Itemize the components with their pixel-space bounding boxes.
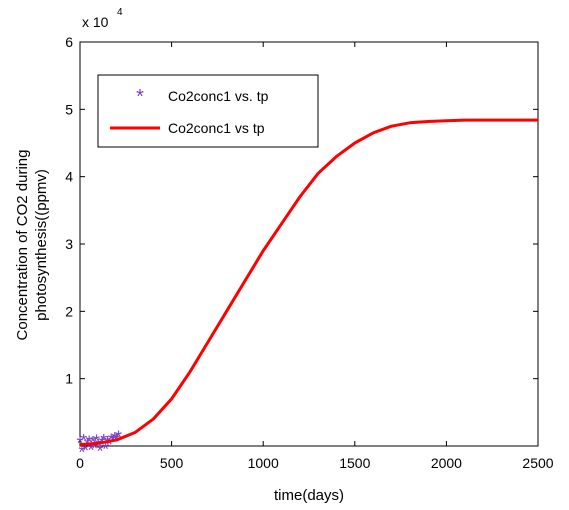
y-tick-label: 1 <box>65 371 73 387</box>
series-point-asterisk: * <box>102 440 109 460</box>
x-tick-label: 1000 <box>248 455 279 471</box>
y-multiplier-exponent: 4 <box>117 7 123 18</box>
legend-marker-asterisk: * <box>136 86 144 108</box>
series-point-asterisk: * <box>91 439 98 459</box>
x-axis-ticks: 0 500 1000 1500 2000 2500 <box>76 42 554 471</box>
y-tick-label: 3 <box>65 236 73 252</box>
series-point-asterisk: * <box>86 432 93 452</box>
y-tick-label: 2 <box>65 303 73 319</box>
series-point-asterisk: * <box>97 442 104 462</box>
x-tick-label: 0 <box>76 455 84 471</box>
series-point-asterisk: * <box>93 432 100 452</box>
legend-label-2: Co2conc1 vs tp <box>168 120 265 136</box>
series-point-asterisk: * <box>115 428 122 448</box>
series-line-co2conc1 <box>79 118 538 447</box>
y-axis-label-line-2: photosynthesis((ppmv) <box>33 169 50 321</box>
x-tick-label: 1500 <box>339 455 370 471</box>
legend-box <box>97 74 319 148</box>
y-tick-label: 4 <box>65 169 73 185</box>
y-axis-label-line-1: Concentration of CO2 during <box>14 150 31 341</box>
y-tick-label: 5 <box>65 101 73 117</box>
series-point-asterisk: * <box>82 441 89 461</box>
legend: * Co2conc1 vs. tp Co2conc1 vs tp <box>97 74 319 148</box>
series-layer: ********************** <box>76 118 538 462</box>
y-axis-ticks: 1 2 3 4 5 6 <box>65 34 538 387</box>
legend-label-1: Co2conc1 vs. tp <box>168 88 269 104</box>
series-point-asterisk: * <box>106 435 113 455</box>
x-tick-label: 500 <box>160 455 184 471</box>
y-multiplier-base: x 10 <box>82 14 109 30</box>
y-tick-label: 6 <box>65 34 73 50</box>
series-point-asterisk: * <box>78 442 85 462</box>
series-point-asterisk: * <box>95 436 102 456</box>
series-point-asterisk: * <box>87 440 94 460</box>
x-axis-label: time(days) <box>274 487 344 504</box>
x-tick-label: 2000 <box>431 455 462 471</box>
series-point-asterisk: * <box>80 431 87 451</box>
x-tick-label: 2500 <box>522 455 553 471</box>
y-multiplier: x 10 4 <box>82 7 123 30</box>
